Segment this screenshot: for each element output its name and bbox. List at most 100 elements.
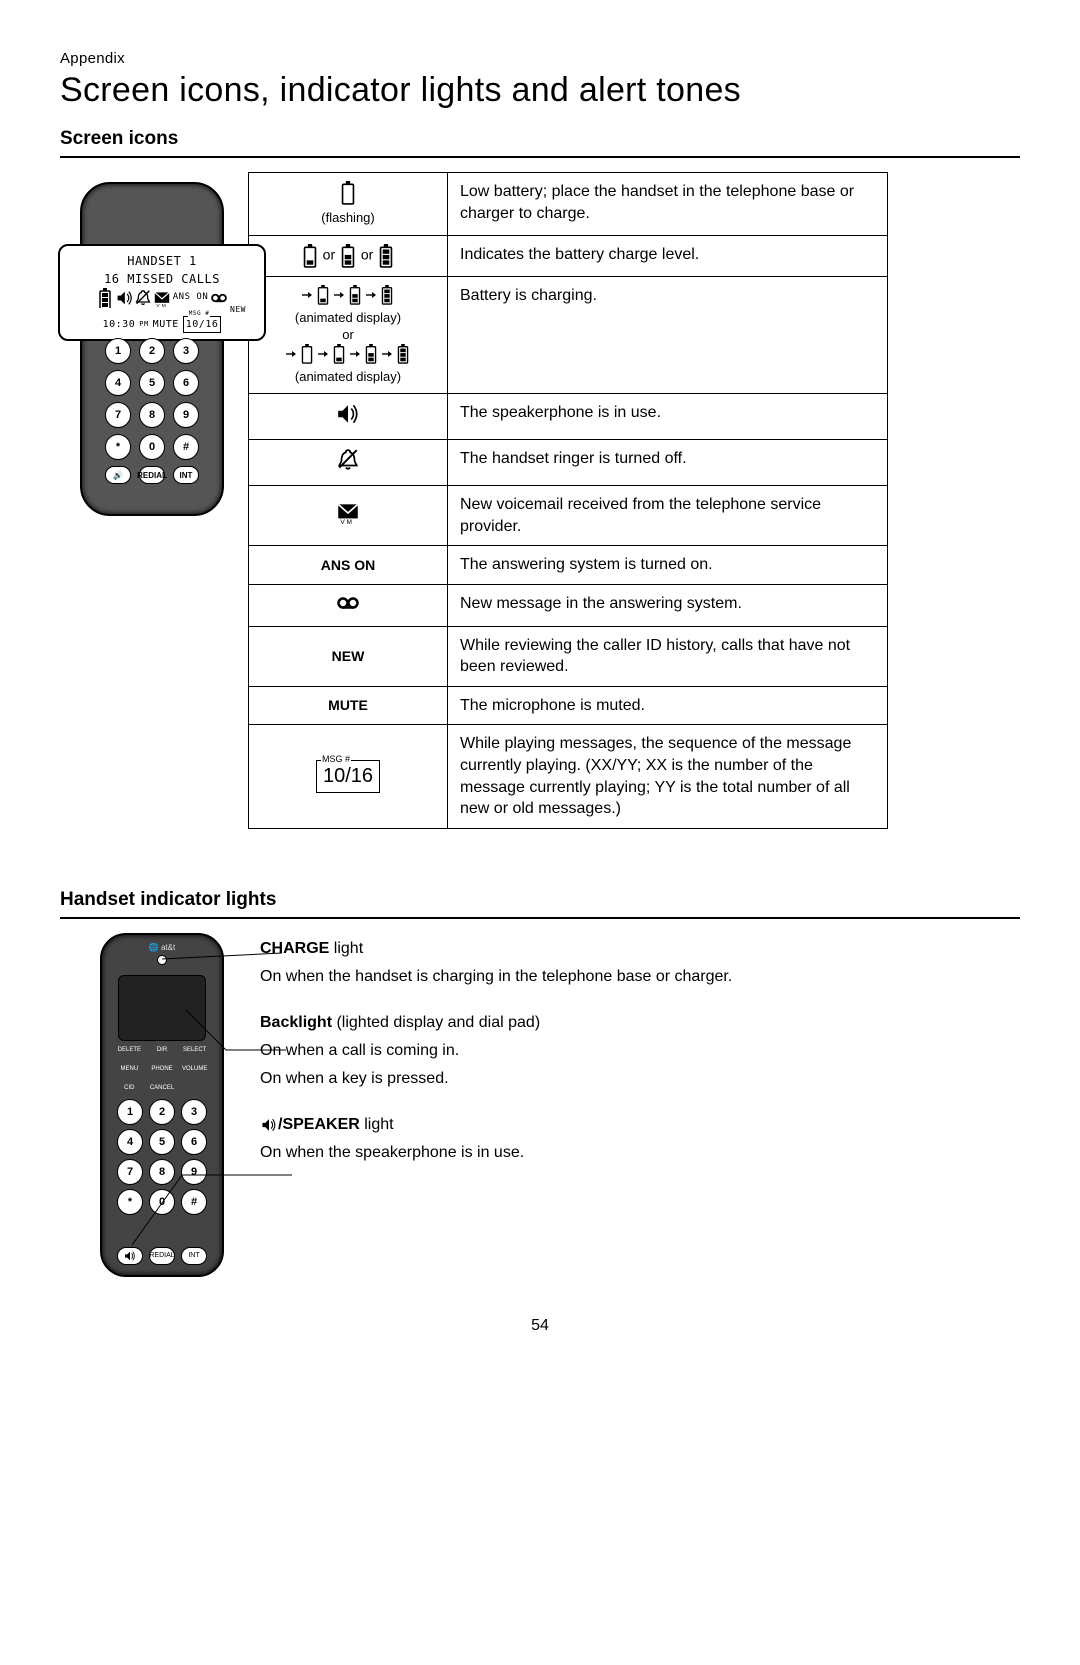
icon-description: The microphone is muted. <box>448 686 888 725</box>
tape-icon <box>211 288 227 308</box>
speaker-icon <box>116 288 132 308</box>
batt-empty-icon <box>299 344 315 364</box>
ringer-off-icon <box>135 288 151 308</box>
key-2: 2 <box>139 338 165 364</box>
batt-3-icon <box>379 285 395 305</box>
key-7: 7 <box>105 402 131 428</box>
brand-label: 🌐 at&t <box>102 943 222 952</box>
icon-cell: (flashing) <box>249 173 448 236</box>
key-0: 0 <box>149 1189 175 1215</box>
page-number: 54 <box>60 1317 1020 1335</box>
keypad: 123456789*0#🔊REDIALINT <box>104 338 200 484</box>
key-5: 5 <box>139 370 165 396</box>
mute-label: MUTE <box>153 317 179 332</box>
key-6: 6 <box>181 1129 207 1155</box>
speaker-icon <box>260 1117 278 1133</box>
callout-line-backlight <box>186 1010 286 1070</box>
key-*: * <box>117 1189 143 1215</box>
softkey-dir: DIR <box>147 1047 178 1064</box>
icon-description: The speakerphone is in use. <box>448 394 888 440</box>
section-screen-icons-heading: Screen icons <box>60 128 1020 158</box>
key-9: 9 <box>181 1159 207 1185</box>
icon-description: The handset ringer is turned off. <box>448 440 888 486</box>
key-4: 4 <box>105 370 131 396</box>
page-title: Screen icons, indicator lights and alert… <box>60 71 1020 110</box>
handset-screen: HANDSET 1 16 MISSED CALLS ANS ON NEW 10:… <box>58 244 266 341</box>
softkey-menu: MENU <box>114 1066 145 1083</box>
icon-description: New voicemail received from the telephon… <box>448 485 888 545</box>
arrow-right-icon <box>285 349 297 359</box>
softkey-delete: DELETE <box>114 1047 145 1064</box>
speaker-icon <box>335 402 361 426</box>
ringer-off-icon <box>336 448 360 472</box>
key-*: * <box>105 434 131 460</box>
batt-empty-icon <box>339 181 357 205</box>
arrow-right-icon <box>301 290 313 300</box>
screen-line-handset: HANDSET 1 <box>68 252 256 270</box>
icon-cell: or or <box>249 235 448 276</box>
bottom-key: REDIAL <box>139 466 165 484</box>
arrow-right-icon <box>317 349 329 359</box>
arrow-right-icon <box>381 349 393 359</box>
key-8: 8 <box>139 402 165 428</box>
key-5: 5 <box>149 1129 175 1155</box>
key-6: 6 <box>173 370 199 396</box>
screen-line-missed: 16 MISSED CALLS <box>68 270 256 288</box>
msg-count-value: 10/16 <box>186 319 219 330</box>
icon-cell <box>249 440 448 486</box>
icon-cell <box>249 485 448 545</box>
arrow-right-icon <box>365 290 377 300</box>
icon-description: While reviewing the caller ID history, c… <box>448 626 888 686</box>
key-1: 1 <box>105 338 131 364</box>
icon-description: Low battery; place the handset in the te… <box>448 173 888 236</box>
key-3: 3 <box>173 338 199 364</box>
light-desc-block: /SPEAKER lightOn when the speakerphone i… <box>260 1113 732 1165</box>
voicemail-envelope-icon <box>154 288 170 308</box>
key-#: # <box>173 434 199 460</box>
batt-1-icon <box>315 285 331 305</box>
appendix-label: Appendix <box>60 50 1020 67</box>
batt-2-icon <box>339 244 357 268</box>
msg-hash-label: MSG # <box>188 309 211 318</box>
softkey-cancel: CANCEL <box>147 1085 178 1091</box>
ans-on-label: ANS ON <box>173 291 209 305</box>
time-suffix: PM <box>139 319 148 330</box>
batt-2-icon <box>347 285 363 305</box>
tape-icon <box>334 593 362 613</box>
softkey-cid: CID <box>114 1085 145 1091</box>
light-desc-block: CHARGE lightOn when the handset is charg… <box>260 937 732 989</box>
icon-cell <box>249 394 448 440</box>
key-4: 4 <box>117 1129 143 1155</box>
key-1: 1 <box>117 1099 143 1125</box>
batt-2-icon <box>363 344 379 364</box>
battery-full-icon <box>97 288 113 308</box>
batt-3-icon <box>395 344 411 364</box>
handset-illustration-2: 🌐 at&t DELETEDIRSELECTMENUPHONEVOLUMECID… <box>100 933 224 1277</box>
bottom-key: 🔊 <box>105 466 131 484</box>
keypad-2: 123456789*0# <box>116 1099 208 1215</box>
batt-1-icon <box>301 244 319 268</box>
indicator-lights-descriptions: CHARGE lightOn when the handset is charg… <box>260 933 732 1187</box>
icon-cell: MUTE <box>249 686 448 725</box>
key-8: 8 <box>149 1159 175 1185</box>
icon-description: The answering system is turned on. <box>448 546 888 585</box>
callout-line-charge <box>162 959 282 965</box>
arrow-right-icon <box>333 290 345 300</box>
icon-cell: (animated display)or(animated display) <box>249 276 448 394</box>
icon-cell: ANS ON <box>249 546 448 585</box>
screen-icons-table: (flashing)Low battery; place the handset… <box>248 172 888 829</box>
icon-description: Battery is charging. <box>448 276 888 394</box>
batt-3-icon <box>377 244 395 268</box>
section-indicator-lights-heading: Handset indicator lights <box>60 889 1020 919</box>
callout-line-speaker <box>132 1245 292 1285</box>
key-0: 0 <box>139 434 165 460</box>
key-3: 3 <box>181 1099 207 1125</box>
light-desc-block: Backlight (lighted display and dial pad)… <box>260 1011 732 1091</box>
key-7: 7 <box>117 1159 143 1185</box>
icon-description: Indicates the battery charge level. <box>448 235 888 276</box>
key-2: 2 <box>149 1099 175 1125</box>
softkey-phone: PHONE <box>147 1066 178 1083</box>
icon-description: While playing messages, the sequence of … <box>448 725 888 828</box>
handset-illustration: HANDSET 1 16 MISSED CALLS ANS ON NEW 10:… <box>80 182 224 516</box>
arrow-right-icon <box>349 349 361 359</box>
